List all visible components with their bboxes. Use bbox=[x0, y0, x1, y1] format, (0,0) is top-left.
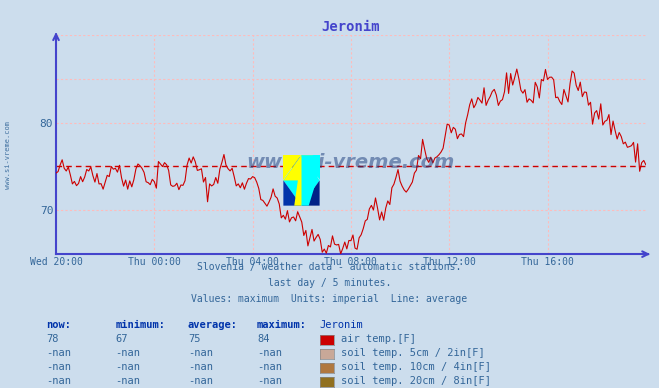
Text: -nan: -nan bbox=[257, 376, 282, 386]
Text: now:: now: bbox=[46, 320, 71, 330]
Polygon shape bbox=[294, 155, 312, 206]
Polygon shape bbox=[302, 155, 320, 206]
Text: -nan: -nan bbox=[115, 362, 140, 372]
Text: -nan: -nan bbox=[188, 348, 213, 358]
Text: -nan: -nan bbox=[46, 348, 71, 358]
Polygon shape bbox=[283, 180, 302, 206]
Text: -nan: -nan bbox=[188, 376, 213, 386]
Text: Values: maximum  Units: imperial  Line: average: Values: maximum Units: imperial Line: av… bbox=[191, 294, 468, 304]
Text: -nan: -nan bbox=[257, 348, 282, 358]
Text: soil temp. 10cm / 4in[F]: soil temp. 10cm / 4in[F] bbox=[341, 362, 492, 372]
Text: minimum:: minimum: bbox=[115, 320, 165, 330]
Text: -nan: -nan bbox=[46, 362, 71, 372]
Polygon shape bbox=[283, 155, 302, 180]
Text: -nan: -nan bbox=[188, 362, 213, 372]
Text: -nan: -nan bbox=[115, 348, 140, 358]
Polygon shape bbox=[283, 155, 320, 206]
Text: last day / 5 minutes.: last day / 5 minutes. bbox=[268, 278, 391, 288]
Text: air temp.[F]: air temp.[F] bbox=[341, 334, 416, 344]
Polygon shape bbox=[302, 180, 320, 206]
Text: -nan: -nan bbox=[46, 376, 71, 386]
Polygon shape bbox=[302, 155, 320, 180]
Text: -nan: -nan bbox=[257, 362, 282, 372]
Text: 78: 78 bbox=[46, 334, 59, 344]
Text: average:: average: bbox=[188, 320, 238, 330]
Text: www.si-vreme.com: www.si-vreme.com bbox=[246, 152, 455, 171]
Polygon shape bbox=[283, 155, 302, 180]
Text: soil temp. 20cm / 8in[F]: soil temp. 20cm / 8in[F] bbox=[341, 376, 492, 386]
Text: 75: 75 bbox=[188, 334, 200, 344]
Text: 84: 84 bbox=[257, 334, 270, 344]
Text: Slovenia / weather data - automatic stations.: Slovenia / weather data - automatic stat… bbox=[197, 262, 462, 272]
Text: www.si-vreme.com: www.si-vreme.com bbox=[5, 121, 11, 189]
Text: -nan: -nan bbox=[115, 376, 140, 386]
Title: Jeronim: Jeronim bbox=[322, 20, 380, 34]
Text: soil temp. 5cm / 2in[F]: soil temp. 5cm / 2in[F] bbox=[341, 348, 485, 358]
Text: maximum:: maximum: bbox=[257, 320, 307, 330]
Text: 67: 67 bbox=[115, 334, 128, 344]
Text: Jeronim: Jeronim bbox=[320, 320, 363, 330]
